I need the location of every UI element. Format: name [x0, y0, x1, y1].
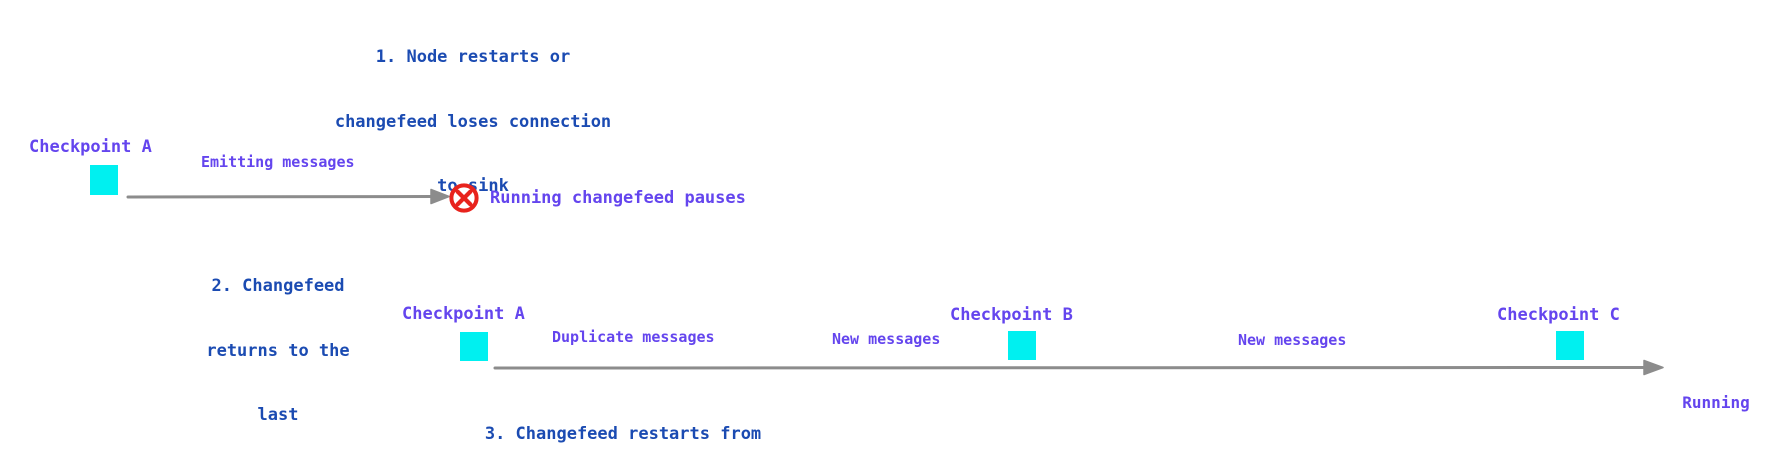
checkpoint-a-bottom-square [460, 332, 488, 361]
checkpoint-c-square [1556, 331, 1584, 360]
step3-line-1: 3. Changefeed restarts from [484, 424, 762, 444]
emitting-messages-label: Emitting messages [201, 153, 355, 171]
checkpoint-a-top-square [90, 165, 118, 195]
resume-line-1: Running [1682, 393, 1750, 412]
checkpoint-a-bottom-label: Checkpoint A [402, 304, 525, 324]
running-changefeed-resumes-label: Running changefeed resumes [1663, 350, 1769, 451]
step1-line-2: changefeed loses connection [334, 111, 612, 132]
checkpoint-c-label: Checkpoint C [1497, 305, 1620, 325]
checkpoint-b-square [1008, 331, 1036, 360]
step1-annotation: 1. Node restarts or changefeed loses con… [328, 4, 618, 241]
step2-line-2: returns to the [206, 340, 350, 361]
step2-line-1: 2. Changefeed [211, 276, 345, 296]
circled-x-error-icon [449, 183, 479, 213]
new-messages-1-label: New messages [832, 330, 941, 348]
duplicate-messages-label: Duplicate messages [552, 328, 715, 346]
timeline-bottom-arrow [493, 359, 1664, 376]
step2-annotation: 2. Changefeed returns to the last checkp… [180, 233, 376, 451]
step2-line-3: last [257, 405, 299, 425]
running-changefeed-pauses-label: Running changefeed pauses [490, 188, 746, 208]
checkpoint-a-top-label: Checkpoint A [29, 137, 152, 157]
checkpoint-b-label: Checkpoint B [950, 305, 1073, 325]
new-messages-2-label: New messages [1238, 331, 1347, 349]
step3-annotation: 3. Changefeed restarts from last checkpo… [478, 381, 768, 451]
step1-line-1: 1. Node restarts or [375, 47, 571, 67]
